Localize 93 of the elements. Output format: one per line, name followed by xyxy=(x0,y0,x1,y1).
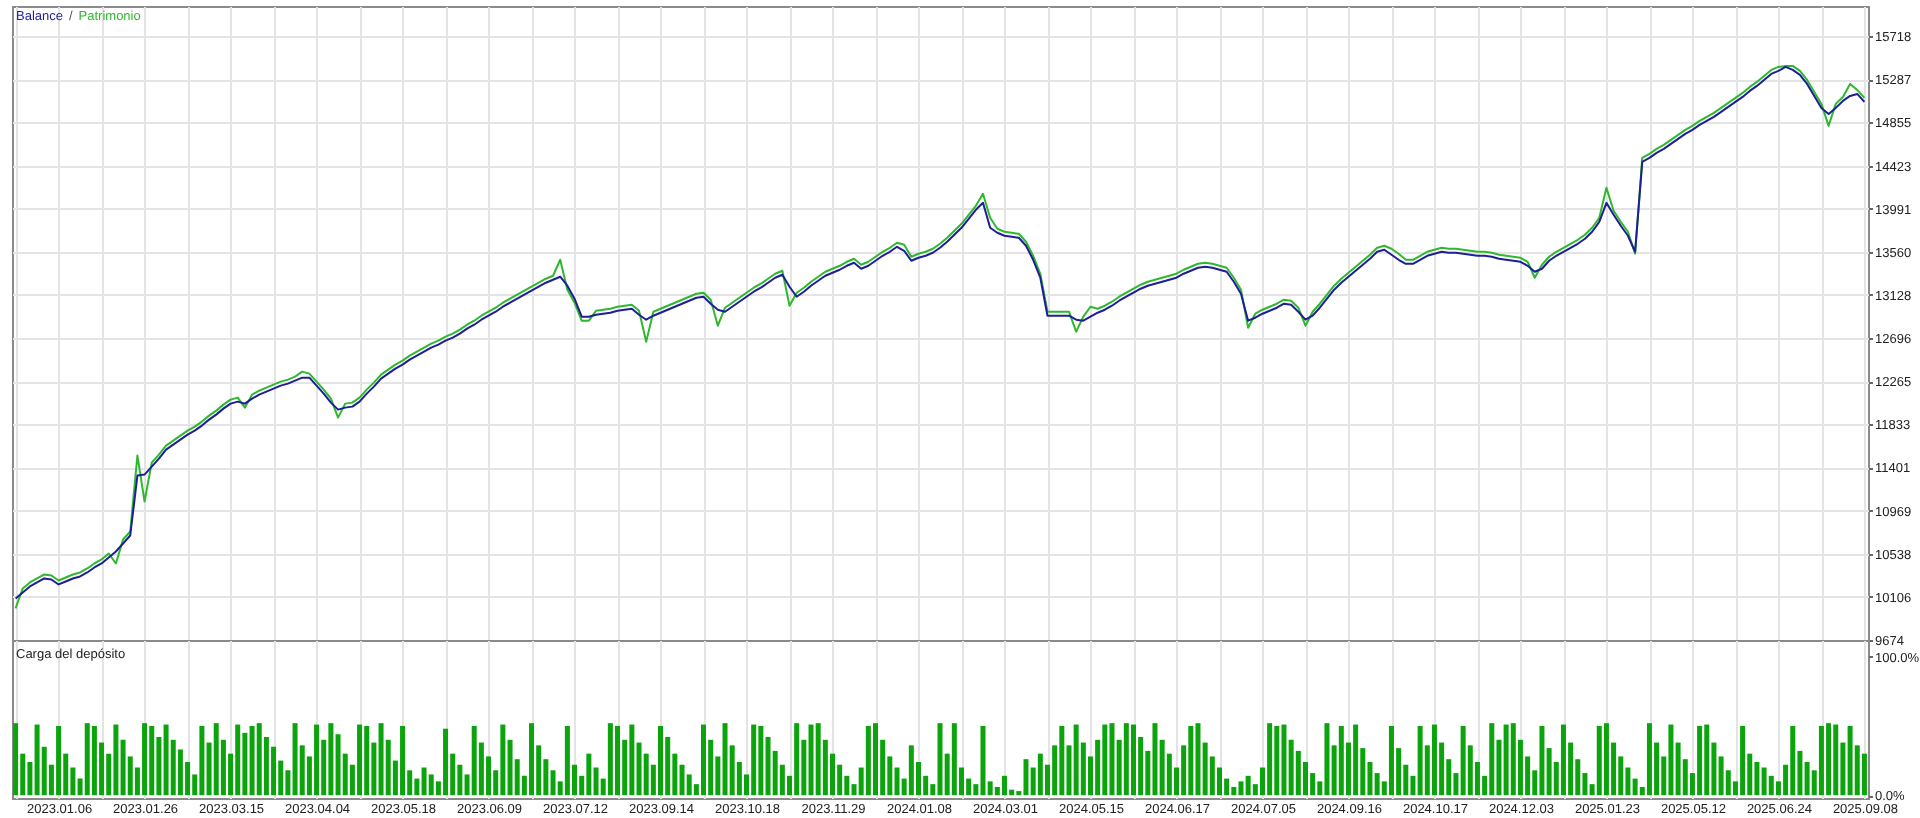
bar xyxy=(1697,725,1703,796)
bar xyxy=(378,723,384,796)
bar xyxy=(1195,723,1201,796)
bar xyxy=(1460,725,1466,796)
bar xyxy=(751,724,757,796)
bar xyxy=(1102,724,1108,796)
bar xyxy=(564,725,570,796)
bar xyxy=(794,723,800,796)
bar xyxy=(357,724,363,796)
bar xyxy=(1130,724,1136,796)
bar xyxy=(658,725,664,796)
bar xyxy=(1353,724,1359,796)
bar xyxy=(1281,724,1287,796)
bar xyxy=(758,725,764,796)
bar xyxy=(213,723,219,796)
bar xyxy=(1560,724,1566,796)
bar xyxy=(1238,781,1244,796)
bar xyxy=(980,725,986,796)
bar xyxy=(292,723,298,796)
bar xyxy=(1489,723,1495,796)
bar xyxy=(242,732,248,796)
bar xyxy=(951,723,957,796)
bar xyxy=(1768,775,1774,796)
bar xyxy=(256,723,262,796)
bar xyxy=(873,723,879,796)
bar xyxy=(199,725,205,796)
bar xyxy=(529,723,535,796)
bar xyxy=(701,724,707,796)
bar xyxy=(1603,723,1609,796)
bar xyxy=(1503,724,1509,796)
bar xyxy=(1338,725,1344,796)
bar xyxy=(163,724,169,796)
bar xyxy=(142,723,148,796)
bar xyxy=(815,723,821,796)
bar xyxy=(1245,775,1251,796)
bar xyxy=(84,723,90,796)
bar xyxy=(1847,725,1853,796)
bar xyxy=(13,723,19,796)
bar xyxy=(1274,725,1280,796)
bar xyxy=(1668,724,1674,796)
bar xyxy=(808,724,814,796)
bar xyxy=(1861,753,1867,796)
bar xyxy=(149,725,155,796)
bar xyxy=(1001,775,1007,796)
bar xyxy=(937,723,943,796)
bar xyxy=(421,767,427,796)
bar xyxy=(1539,725,1545,796)
bar xyxy=(471,725,477,796)
bar xyxy=(1059,725,1065,796)
bar xyxy=(1646,723,1652,796)
bar xyxy=(1826,723,1832,796)
bar xyxy=(1267,723,1273,796)
bar xyxy=(249,725,255,796)
bar xyxy=(865,725,871,796)
bar xyxy=(1109,723,1115,796)
bar xyxy=(1037,753,1043,796)
bar xyxy=(113,724,119,796)
bar xyxy=(400,725,406,796)
bar xyxy=(908,745,914,796)
bar xyxy=(1510,723,1516,796)
bar xyxy=(314,724,320,796)
bar xyxy=(1417,725,1423,796)
bar xyxy=(1388,725,1394,796)
bar xyxy=(1740,725,1746,796)
bar xyxy=(1431,724,1437,796)
bar xyxy=(1833,724,1839,796)
bar xyxy=(1324,723,1330,796)
bar xyxy=(1754,761,1760,796)
bar xyxy=(443,728,449,796)
bar xyxy=(586,753,592,796)
bar xyxy=(235,724,241,796)
bar xyxy=(1073,724,1079,796)
bar xyxy=(428,774,434,796)
bar xyxy=(500,724,506,796)
bar xyxy=(629,724,635,796)
bar xyxy=(1704,724,1710,796)
bar xyxy=(1818,725,1824,796)
bar xyxy=(364,725,370,796)
bar xyxy=(1790,725,1796,796)
bar xyxy=(1761,767,1767,796)
bar xyxy=(607,723,613,796)
bar xyxy=(1188,725,1194,796)
bar xyxy=(1231,786,1237,796)
bar xyxy=(328,723,334,796)
bar xyxy=(722,723,728,796)
bar xyxy=(1596,725,1602,796)
bar xyxy=(34,724,40,796)
bar xyxy=(56,725,62,796)
bar xyxy=(1023,759,1029,796)
bar xyxy=(91,725,97,796)
bar xyxy=(1152,723,1158,796)
bar xyxy=(615,725,621,796)
bar xyxy=(1123,723,1129,796)
